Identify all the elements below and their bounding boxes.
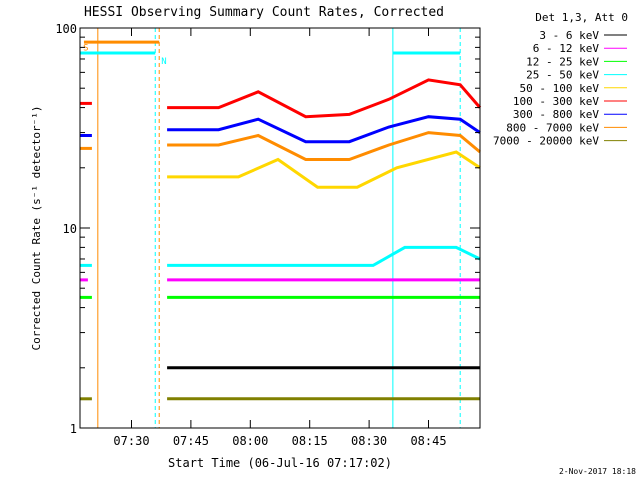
legend-label: 50 - 100 keV	[520, 82, 600, 95]
x-axis: 07:30 07:45 08:00 08:15 08:30 08:45	[113, 28, 447, 448]
series-line	[167, 131, 481, 161]
series-3	[80, 245, 481, 267]
series-line	[167, 115, 481, 144]
footer-timestamp: 2-Nov-2017 18:18	[559, 467, 636, 476]
x-tick-label: 08:15	[292, 434, 328, 448]
x-axis-label: Start Time (06-Jul-16 07:17:02)	[168, 456, 392, 470]
flag-label: S	[83, 43, 88, 53]
legend-label: 12 - 25 keV	[526, 55, 599, 68]
series-6	[80, 115, 481, 144]
series-4	[167, 150, 481, 189]
legend-label: 300 - 800 keV	[513, 108, 599, 121]
x-tick-label: 07:30	[113, 434, 149, 448]
y-tick-label: 100	[55, 22, 77, 36]
legend-label: 25 - 50 keV	[526, 69, 599, 82]
y-axis-label: Corrected Count Rate (s⁻¹ detector⁻¹)	[30, 105, 43, 350]
y-axis: 1 10 100	[55, 22, 480, 436]
x-tick-label: 08:00	[232, 434, 268, 448]
chart-title: HESSI Observing Summary Count Rates, Cor…	[84, 5, 444, 20]
series-5	[80, 78, 482, 119]
x-tick-label: 07:45	[173, 434, 209, 448]
y-tick-label: 10	[63, 222, 77, 236]
legend-label: 3 - 6 keV	[539, 29, 599, 42]
x-tick-label: 08:45	[410, 434, 446, 448]
legend-title: Det 1,3, Att 0	[535, 11, 628, 24]
legend-label: 800 - 7000 keV	[506, 121, 599, 134]
legend-label: 6 - 12 keV	[533, 42, 600, 55]
series-line	[167, 245, 481, 267]
series-line	[167, 150, 481, 189]
x-tick-label: 08:30	[351, 434, 387, 448]
y-tick-label: 1	[70, 422, 77, 436]
flag-label: N	[161, 57, 166, 67]
legend-label: 100 - 300 keV	[513, 95, 599, 108]
legend-label: 7000 - 20000 keV	[493, 135, 599, 148]
plot-content: SN	[80, 28, 482, 428]
series-7	[80, 131, 481, 161]
series-line	[167, 78, 482, 119]
